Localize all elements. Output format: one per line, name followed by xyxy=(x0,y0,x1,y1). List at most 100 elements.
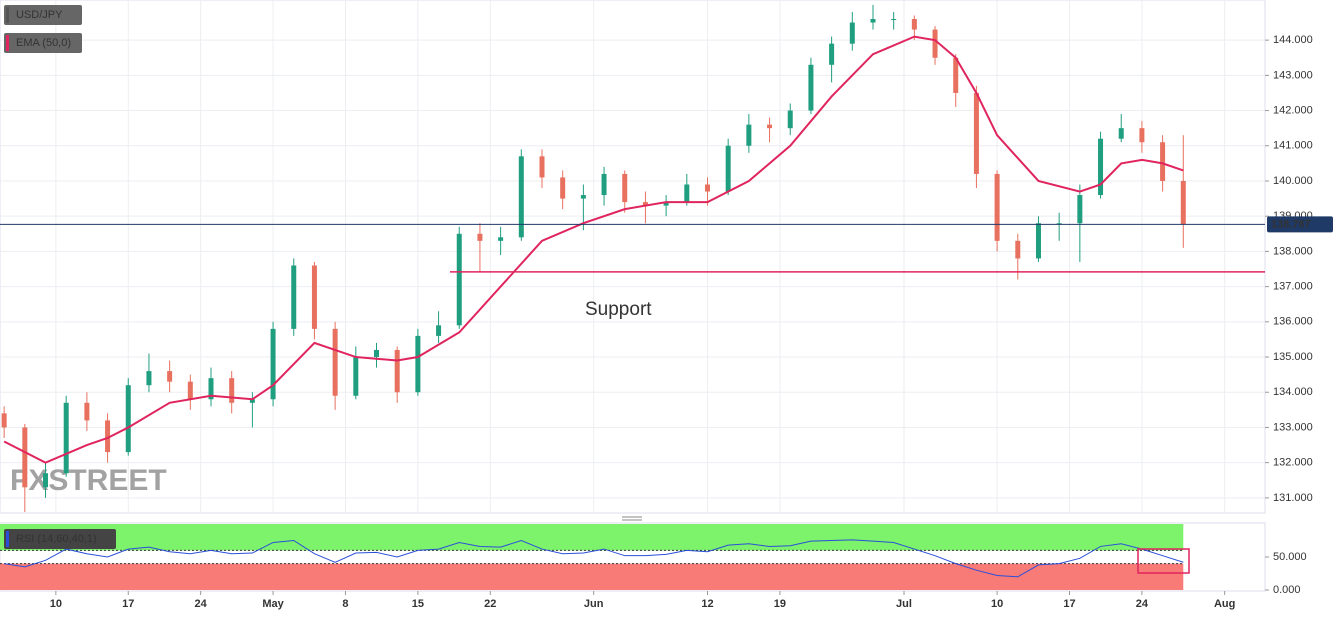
candle-body xyxy=(22,427,28,488)
candle-body xyxy=(787,110,793,129)
candle-body xyxy=(622,173,628,203)
candle-body xyxy=(1160,142,1166,181)
candle-body xyxy=(43,473,49,488)
candle-body xyxy=(560,177,566,199)
y-tick-label: 50.000 xyxy=(1273,551,1307,563)
y-tick-label: 134.000 xyxy=(1273,386,1313,398)
candle-body xyxy=(125,385,131,453)
candle-body xyxy=(953,57,959,93)
x-tick-label: Jul xyxy=(896,598,912,610)
candle-body xyxy=(684,184,690,203)
candle-body xyxy=(704,184,710,192)
watermark: FXSTREET xyxy=(10,464,167,497)
candle-body xyxy=(63,402,69,474)
candle-body xyxy=(415,335,421,393)
candle-body xyxy=(1077,195,1083,224)
candle-body xyxy=(911,19,917,30)
candle-body xyxy=(829,43,835,65)
overbought-zone xyxy=(0,524,1184,551)
legend-label: USD/JPY xyxy=(16,9,63,21)
x-tick-label: 22 xyxy=(484,598,496,610)
candle-body xyxy=(1139,128,1145,143)
support-label: Support xyxy=(585,299,652,320)
candle-body xyxy=(167,371,173,382)
y-tick-label: 138.000 xyxy=(1273,245,1313,257)
candle-body xyxy=(870,19,876,23)
legend-label: RSI (14,60,40,1) xyxy=(16,533,97,545)
candle-body xyxy=(539,156,545,178)
candle-body xyxy=(374,349,380,358)
y-tick-label: 0.000 xyxy=(1273,584,1301,596)
candle-body xyxy=(1056,223,1062,225)
candle-body xyxy=(477,233,483,241)
candle-body xyxy=(808,64,814,111)
candle-body xyxy=(311,265,317,329)
candle-body xyxy=(891,19,897,21)
legend-swatch xyxy=(6,35,9,51)
candle-body xyxy=(1180,180,1186,225)
y-tick-label: 135.000 xyxy=(1273,351,1313,363)
x-tick-label: 24 xyxy=(1136,598,1149,610)
candle-body xyxy=(498,237,504,241)
last-price-tag xyxy=(1267,216,1333,233)
candle-body xyxy=(601,173,607,196)
legend-box xyxy=(4,529,116,549)
candle-body xyxy=(580,195,586,199)
candle-body xyxy=(229,378,235,403)
candle-body xyxy=(1,413,7,428)
legend-swatch xyxy=(6,7,9,23)
candle-body xyxy=(270,328,276,400)
candle-body xyxy=(767,124,773,129)
y-tick-label: 141.000 xyxy=(1273,140,1313,152)
candle-body xyxy=(436,325,442,336)
y-tick-label: 132.000 xyxy=(1273,457,1313,469)
candle-body xyxy=(1015,240,1021,259)
candle-body xyxy=(725,145,731,192)
candle-body xyxy=(353,357,359,396)
candle-body xyxy=(1035,223,1041,259)
x-tick-label: 12 xyxy=(701,598,713,610)
x-tick-label: May xyxy=(262,598,284,610)
y-tick-label: 144.000 xyxy=(1273,34,1313,46)
candle-body xyxy=(394,349,400,393)
x-tick-label: 10 xyxy=(991,598,1003,610)
y-tick-label: 133.000 xyxy=(1273,421,1313,433)
y-tick-label: 137.000 xyxy=(1273,281,1313,293)
last-price-label: 138.767 xyxy=(1271,218,1311,230)
candle-body xyxy=(208,378,214,400)
candle-body xyxy=(932,29,938,58)
candle-body xyxy=(249,399,255,403)
y-tick-label: 131.000 xyxy=(1273,492,1313,504)
y-tick-label: 140.000 xyxy=(1273,175,1313,187)
ema-line xyxy=(3,35,1184,464)
rsi-line xyxy=(4,539,1184,578)
highlight-box xyxy=(1137,548,1190,574)
candle-body xyxy=(84,402,90,421)
legend-swatch xyxy=(6,531,9,547)
candle-body xyxy=(849,22,855,44)
candle-body xyxy=(663,202,669,206)
candle-body xyxy=(1098,138,1104,196)
price-plot xyxy=(0,0,1266,514)
candle-body xyxy=(1118,128,1124,139)
x-tick-label: 8 xyxy=(342,598,348,610)
x-tick-label: 15 xyxy=(412,598,424,610)
x-tick-label: 17 xyxy=(1063,598,1075,610)
y-tick-label: 142.000 xyxy=(1273,104,1313,116)
candle-body xyxy=(746,124,752,146)
candle-body xyxy=(973,92,979,174)
candle-body xyxy=(187,381,193,400)
oversold-zone xyxy=(0,563,1184,590)
x-tick-label: Aug xyxy=(1214,598,1235,610)
x-tick-label: 24 xyxy=(195,598,208,610)
legend-box xyxy=(4,33,82,53)
x-tick-label: 19 xyxy=(774,598,786,610)
x-tick-label: 10 xyxy=(50,598,62,610)
candle-body xyxy=(291,265,297,329)
x-tick-label: Jun xyxy=(584,598,604,610)
candle-body xyxy=(332,328,338,396)
candle-body xyxy=(105,420,111,453)
y-tick-label: 136.000 xyxy=(1273,316,1313,328)
candle-body xyxy=(456,233,462,326)
